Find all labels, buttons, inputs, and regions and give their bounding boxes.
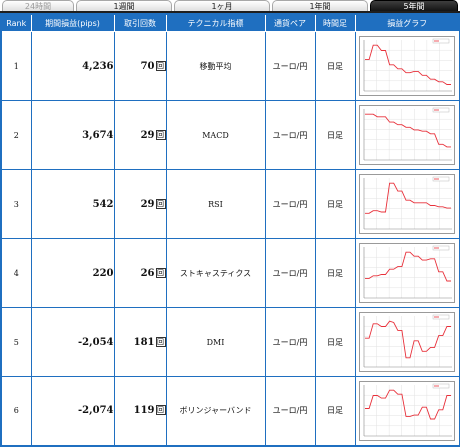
table-row: 6 -2,074 119 回ボリンジャーバンド ユーロ/円 日足 (0, 376, 460, 446)
pair-cell: ユーロ/円 (264, 238, 316, 308)
timeframe-cell: 日足 (314, 31, 356, 101)
pips-cell: -2,074 (30, 376, 115, 446)
table-row: 2 3,674 29 回 MACD ユーロ/円 日足 (0, 100, 460, 170)
timeframe-cell: 日足 (314, 169, 356, 239)
table-row: 4 220 26 回ストキャスティクス ユーロ/円 日足 (0, 238, 460, 308)
pair-cell: ユーロ/円 (264, 307, 316, 377)
pips-cell: 220 (30, 238, 115, 308)
trades-unit: 回 (155, 129, 166, 140)
trades-count: 119 (133, 405, 155, 417)
pair-cell: ユーロ/円 (264, 100, 316, 170)
trades-count: 29 (140, 129, 155, 141)
trades-count: 181 (133, 336, 155, 348)
trades-unit: 回 (155, 336, 166, 347)
profit-graph-thumbnail[interactable] (359, 243, 456, 303)
tab-1week[interactable]: 1週間 (76, 0, 172, 12)
rank-cell: 4 (0, 238, 32, 308)
header-pair: 通貨ペア (264, 13, 316, 32)
tab-1month[interactable]: 1ヶ月 (174, 0, 270, 12)
trades-unit: 回 (155, 60, 166, 71)
rank-cell: 2 (0, 100, 32, 170)
tab-1year[interactable]: 1年間 (272, 0, 368, 12)
period-tabs: 24時間 1週間 1ヶ月 1年間 5年間 (0, 0, 460, 12)
trades-unit: 回 (155, 198, 166, 209)
trades-cell: 29 回 (113, 169, 167, 239)
pair-cell: ユーロ/円 (264, 376, 316, 446)
pair-cell: ユーロ/円 (264, 169, 316, 239)
header-indicator: テクニカル指標 (165, 13, 266, 32)
trades-cell: 70 回 (113, 31, 167, 101)
tab-24h: 24時間 (2, 0, 74, 12)
header-trades: 取引回数 (113, 13, 167, 32)
table-row: 1 4,236 70 回移動平均 ユーロ/円 日足 (0, 31, 460, 101)
indicator-cell: MACD (165, 100, 266, 170)
trades-cell: 29 回 (113, 100, 167, 170)
profit-graph-thumbnail[interactable] (359, 380, 456, 441)
timeframe-cell: 日足 (314, 100, 356, 170)
graph-cell (354, 238, 460, 308)
trades-unit: 回 (155, 405, 166, 416)
trades-count: 26 (140, 267, 155, 279)
profit-graph-thumbnail[interactable] (359, 36, 456, 96)
trades-count: 29 (140, 198, 155, 210)
pips-cell: 3,674 (30, 100, 115, 170)
header-graph: 損益グラフ (354, 13, 460, 32)
pair-cell: ユーロ/円 (264, 31, 316, 101)
indicator-cell: DMI (165, 307, 266, 377)
header-timeframe: 時間足 (314, 13, 356, 32)
rank-cell: 6 (0, 376, 32, 446)
graph-cell (354, 307, 460, 377)
rank-cell: 3 (0, 169, 32, 239)
trades-count: 70 (140, 60, 155, 72)
profit-graph-thumbnail[interactable] (359, 105, 456, 165)
graph-cell (354, 376, 460, 446)
indicator-cell: RSI (165, 169, 266, 239)
trades-cell: 119 回 (113, 376, 167, 446)
rank-cell: 5 (0, 307, 32, 377)
header-pips: 期間損益(pips) (30, 13, 115, 32)
ranking-table: Rank 期間損益(pips) 取引回数 テクニカル指標 通貨ペア 時間足 損益… (0, 13, 460, 447)
pips-cell: -2,054 (30, 307, 115, 377)
timeframe-cell: 日足 (314, 307, 356, 377)
trades-unit: 回 (155, 267, 166, 278)
profit-graph-thumbnail[interactable] (359, 174, 456, 234)
indicator-cell: ボリンジャーバンド (165, 376, 266, 446)
trades-cell: 26 回 (113, 238, 167, 308)
indicator-cell: ストキャスティクス (165, 238, 266, 308)
timeframe-cell: 日足 (314, 238, 356, 308)
graph-cell (354, 100, 460, 170)
graph-cell (354, 31, 460, 101)
table-header: Rank 期間損益(pips) 取引回数 テクニカル指標 通貨ペア 時間足 損益… (0, 13, 460, 32)
graph-cell (354, 169, 460, 239)
profit-graph-thumbnail[interactable] (359, 312, 456, 372)
pips-cell: 4,236 (30, 31, 115, 101)
trades-cell: 181 回 (113, 307, 167, 377)
table-row: 5 -2,054 181 回 DMI ユーロ/円 日足 (0, 307, 460, 377)
rank-cell: 1 (0, 31, 32, 101)
tab-5years[interactable]: 5年間 (370, 0, 458, 12)
timeframe-cell: 日足 (314, 376, 356, 446)
pips-cell: 542 (30, 169, 115, 239)
table-row: 3 542 29 回 RSI ユーロ/円 日足 (0, 169, 460, 239)
tab-bar-underline (0, 11, 460, 13)
indicator-cell: 移動平均 (165, 31, 266, 101)
header-rank: Rank (0, 13, 32, 32)
